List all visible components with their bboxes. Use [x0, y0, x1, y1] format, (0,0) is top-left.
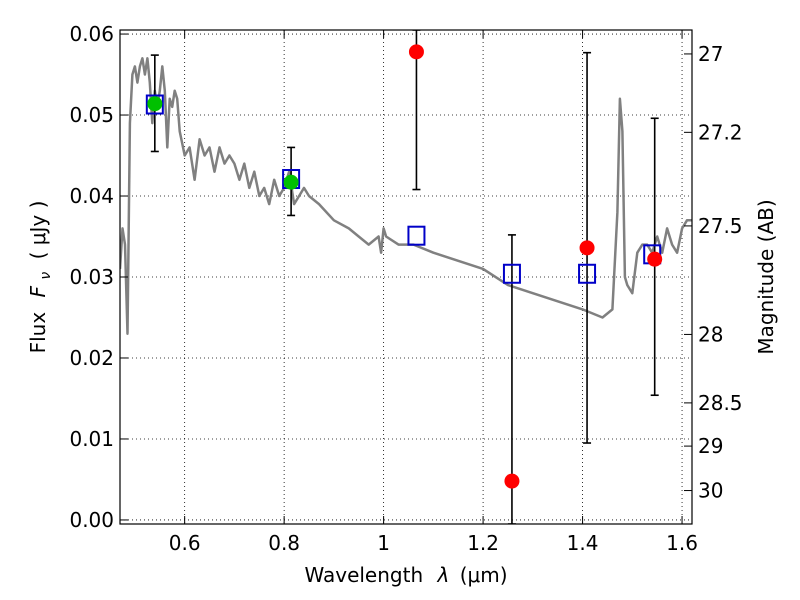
y-axis-title-sub: ν — [38, 272, 54, 280]
detection-point — [147, 96, 163, 112]
model-photometry-square — [578, 263, 597, 284]
y-axis-title-main: Flux — [26, 312, 50, 354]
y-axis-title-unit: ( μJy ) — [26, 201, 50, 260]
y-tick-label: 0.04 — [69, 184, 114, 208]
y2-axis-title: Magnitude (AB) — [754, 199, 778, 354]
y-tick-label: 0.06 — [69, 22, 114, 46]
y-tick-label: 0.02 — [69, 346, 114, 370]
y-tick-label: 0.03 — [69, 265, 114, 289]
x-tick-label: 0.6 — [169, 531, 201, 555]
grid — [120, 30, 692, 524]
x-tick-label: 1 — [377, 531, 390, 555]
y2-tick-label: 28.5 — [698, 391, 743, 415]
x-axis-title-unit: (μm) — [460, 563, 508, 587]
y2-tick-label: 28 — [698, 322, 723, 346]
measurement-point — [504, 473, 520, 489]
x-axis-title: Wavelength λ (μm) — [304, 563, 507, 587]
y-tick-label: 0.00 — [69, 508, 114, 532]
y2-tick-label: 27.5 — [698, 214, 743, 238]
y-tick-label: 0.01 — [69, 427, 114, 451]
y2-tick-label: 27.2 — [698, 120, 743, 144]
y2-tick-label: 29 — [698, 434, 723, 458]
y-tick-label: 0.05 — [69, 103, 114, 127]
y-axis-title: Flux F ν ( μJy ) — [26, 201, 55, 354]
model-photometry-square — [145, 94, 164, 115]
x-axis-title-symbol: λ — [437, 563, 450, 587]
y-axis-title-symbol: F — [26, 285, 50, 297]
measurement-point — [408, 44, 424, 60]
measurement-point — [579, 240, 595, 256]
x-axis-title-main: Wavelength — [304, 563, 423, 587]
model-photometry-square — [407, 225, 426, 246]
x-tick-label: 1.6 — [666, 531, 698, 555]
x-tick-label: 1.4 — [567, 531, 599, 555]
measurement-point — [647, 251, 663, 267]
x-tick-label: 0.8 — [268, 531, 300, 555]
plot-area — [120, 30, 692, 524]
x-tick-label: 1.2 — [467, 531, 499, 555]
model-photometry-square — [502, 263, 521, 284]
detection-point — [283, 174, 299, 190]
tick-labels: 0.6 0.8 1 1.2 1.4 1.6 0.00 0.01 0.02 0.03 0.04 0.05… — [69, 22, 742, 555]
y2-tick-label: 27 — [698, 42, 723, 66]
ticks — [120, 30, 692, 524]
y2-tick-label: 30 — [698, 479, 723, 503]
